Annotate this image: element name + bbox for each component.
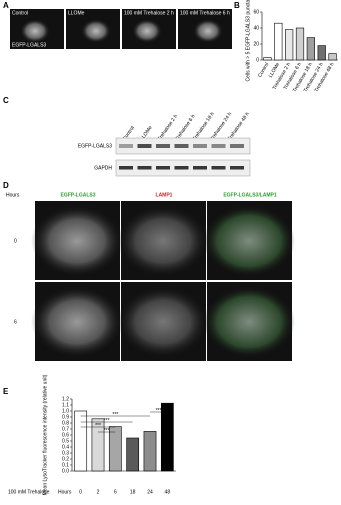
x-tick-label: 24 bbox=[147, 489, 153, 495]
panel-label: D bbox=[3, 181, 9, 190]
panel-label: B bbox=[234, 1, 240, 10]
x-tick-label: 48 bbox=[165, 489, 171, 495]
row-label: 0 bbox=[14, 238, 17, 244]
column-header: LAMP1 bbox=[156, 192, 173, 198]
bar bbox=[274, 22, 283, 61]
image-label: 100 mM Trehalose 6 h bbox=[180, 10, 230, 16]
x-tick-label: 18 bbox=[130, 489, 136, 495]
bar bbox=[285, 29, 294, 61]
bar bbox=[317, 45, 326, 61]
band bbox=[174, 144, 189, 148]
column-header: EGFP-LGALS3/LAMP1 bbox=[223, 192, 277, 198]
band bbox=[230, 166, 244, 170]
band bbox=[193, 166, 207, 170]
band bbox=[137, 144, 152, 148]
y-tick-label: 0.7 bbox=[62, 426, 69, 432]
cell bbox=[117, 205, 209, 277]
bar bbox=[143, 431, 157, 472]
band bbox=[193, 144, 207, 148]
cell bbox=[31, 286, 123, 358]
band bbox=[156, 166, 170, 170]
bar bbox=[108, 426, 122, 472]
bar bbox=[306, 37, 315, 61]
channel-label: EGFP-LGALS3 bbox=[12, 42, 46, 48]
band bbox=[156, 144, 170, 148]
column-header: EGFP-LGALS3 bbox=[60, 192, 95, 198]
bar bbox=[263, 57, 272, 61]
panel-a: Control LLOMe 100 mM Trehalose 2 h 100 mM T… bbox=[10, 9, 232, 49]
y-tick-label: 0.6 bbox=[62, 432, 69, 438]
x-tick-label: 0 bbox=[79, 489, 82, 495]
band bbox=[230, 144, 244, 148]
cell bbox=[132, 19, 162, 43]
y-tick-label: 0.4 bbox=[62, 444, 69, 450]
y-tick-label: 1.1 bbox=[62, 402, 69, 408]
cell bbox=[193, 19, 223, 43]
row-header: Hours bbox=[6, 192, 20, 198]
panel-d: Hours EGFP-LGALS3 LAMP1 EGFP-LGALS3/LAMP1 0 6 bbox=[6, 192, 295, 361]
x-tick-label: 2 bbox=[97, 489, 100, 495]
x-axis-label: 100 mM Trehalose bbox=[8, 489, 50, 495]
x-tick-label: 6 bbox=[114, 489, 117, 495]
y-tick-label: 0.8 bbox=[62, 420, 69, 426]
y-tick-label: 0 bbox=[256, 57, 259, 63]
y-tick-label: 40 bbox=[253, 25, 259, 31]
cell bbox=[31, 205, 123, 277]
bar bbox=[328, 53, 337, 61]
bar bbox=[295, 27, 305, 61]
bar bbox=[160, 402, 174, 472]
y-tick-label: 0.2 bbox=[62, 456, 69, 462]
cell bbox=[203, 286, 295, 358]
band bbox=[137, 166, 152, 170]
band bbox=[174, 166, 189, 170]
significance-label: *** bbox=[95, 423, 101, 429]
band bbox=[119, 166, 133, 170]
cell bbox=[20, 19, 50, 43]
significance-label: *** bbox=[104, 418, 110, 424]
y-tick-label: 0.5 bbox=[62, 438, 69, 444]
y-tick-label: 0.9 bbox=[62, 414, 69, 420]
bar bbox=[74, 410, 88, 472]
cell bbox=[117, 286, 209, 358]
y-tick-label: 1.0 bbox=[62, 408, 69, 414]
image-label: LLOMe bbox=[68, 10, 85, 16]
image-label: Control bbox=[12, 10, 28, 16]
blot-label: GAPDH bbox=[94, 165, 112, 171]
band bbox=[211, 166, 226, 170]
row-label: 6 bbox=[14, 319, 17, 325]
y-tick-label: 0.0 bbox=[62, 468, 69, 474]
panel-label: A bbox=[3, 1, 9, 10]
y-tick-label: 1.2 bbox=[62, 396, 69, 402]
cell bbox=[203, 205, 295, 277]
band bbox=[119, 144, 133, 148]
y-tick-label: 0.3 bbox=[62, 450, 69, 456]
y-tick-label: 20 bbox=[253, 41, 259, 47]
band bbox=[211, 144, 226, 148]
panel-label: E bbox=[3, 387, 9, 396]
image-label: 100 mM Trehalose 2 h bbox=[124, 10, 174, 16]
y-tick-label: 0.1 bbox=[62, 462, 69, 468]
significance-label: *** bbox=[104, 428, 110, 434]
y-tick-label: 60 bbox=[253, 9, 259, 15]
y-axis-label: Cells with > 5 EGFP-LGALS3 puncta (%) bbox=[245, 0, 251, 82]
significance-label: *** bbox=[156, 408, 162, 414]
blot-label: EGFP-LGALS3 bbox=[78, 143, 112, 149]
panel-label: C bbox=[3, 96, 9, 105]
cell bbox=[81, 19, 111, 43]
y-axis-label: Mean LysoTracker fluorescence intensity … bbox=[42, 374, 48, 495]
significance-label: *** bbox=[112, 412, 118, 418]
bar bbox=[126, 437, 140, 472]
x-axis-unit: Hours bbox=[58, 489, 72, 495]
